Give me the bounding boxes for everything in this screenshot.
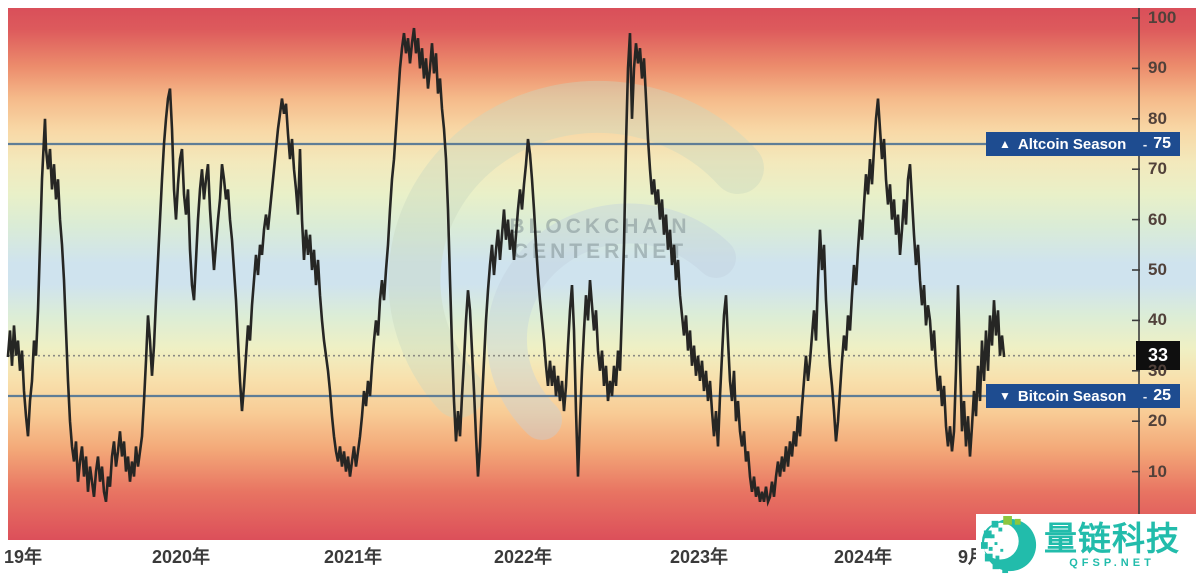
up-triangle-icon: ▲ <box>999 137 1011 151</box>
y-tick-label: 10 <box>1148 461 1167 481</box>
watermark: BLOCKCHAIN CENTER.NET <box>430 214 770 264</box>
brand-logo-icon <box>981 516 1037 574</box>
y-tick-label: 60 <box>1148 209 1167 229</box>
bitcoin-season-label: Bitcoin Season <box>1017 387 1127 405</box>
y-tick-label: 70 <box>1148 159 1167 179</box>
altcoin-season-threshold-label: ▲ Altcoin Season - 75 <box>986 132 1180 156</box>
x-tick-label: 2020年 <box>151 547 211 567</box>
y-tick-label: 50 <box>1148 260 1167 279</box>
brand-logo: 量链科技 QFSP.NET <box>976 514 1200 576</box>
y-tick-label: 40 <box>1148 310 1167 330</box>
brand-name: 量链科技 <box>1044 519 1180 557</box>
x-tick-label: 2024年 <box>833 547 893 567</box>
bitcoin-threshold-value: 25 <box>1153 387 1171 404</box>
bitcoin-season-threshold-label: ▼ Bitcoin Season - 25 <box>986 384 1180 408</box>
x-tick-label: 2023年 <box>669 547 729 567</box>
y-tick-label: 100 <box>1148 8 1177 27</box>
index-series-line <box>6 27 1006 507</box>
x-tick-label: 19年 <box>3 547 43 567</box>
y-tick-label: 20 <box>1148 411 1167 431</box>
x-tick-label: 2021年 <box>323 547 383 567</box>
x-tick-label: 2022年 <box>493 547 553 567</box>
watermark-line2: CENTER.NET <box>512 240 688 263</box>
y-tick-label: 30 <box>1148 360 1167 380</box>
chart-gradient-background <box>8 8 1196 540</box>
brand-domain: QFSP.NET <box>1069 556 1155 569</box>
current-value-badge: 33 <box>1136 341 1180 370</box>
y-tick-label: 90 <box>1148 58 1167 78</box>
down-triangle-icon: ▼ <box>999 389 1011 403</box>
watermark-line1: BLOCKCHAIN <box>509 215 691 238</box>
dash-separator: - <box>1142 388 1148 404</box>
y-tick-label: 80 <box>1148 108 1167 128</box>
altcoin-threshold-value: 75 <box>1153 135 1171 152</box>
dash-separator: - <box>1142 136 1148 152</box>
altcoin-season-label: Altcoin Season <box>1017 135 1127 153</box>
